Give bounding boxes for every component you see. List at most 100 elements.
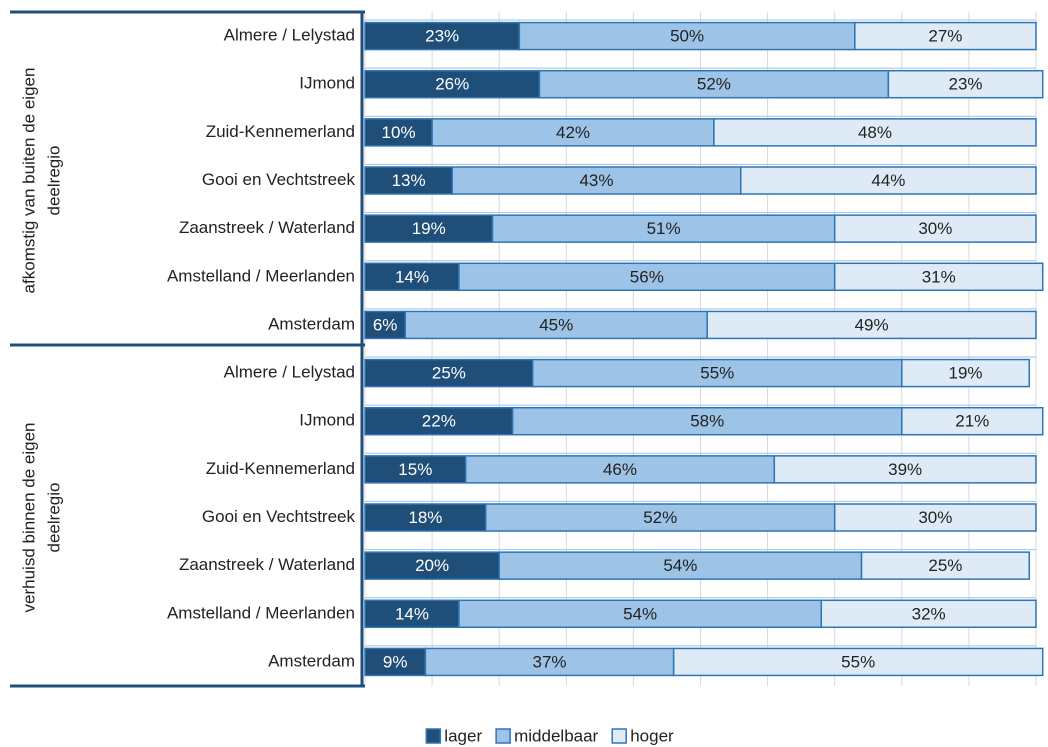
data-label: 39% (888, 460, 922, 479)
bar-segment (364, 551, 500, 580)
bar-segment (538, 69, 890, 99)
data-label: 10% (382, 123, 416, 142)
data-label: 46% (603, 460, 637, 479)
bar-segment (820, 599, 1037, 629)
legend-swatch (495, 728, 511, 744)
data-label: 43% (579, 171, 613, 190)
y-tick-label: Zuid-Kennemerland (206, 459, 355, 478)
data-label: 18% (408, 508, 442, 527)
data-label: 26% (435, 75, 469, 94)
bar-segment (511, 406, 903, 436)
data-label: 15% (398, 460, 432, 479)
data-label: 6% (373, 315, 398, 334)
bar-segment (860, 551, 1031, 580)
y-tick-label: Gooi en Vechtstreek (202, 507, 356, 526)
bar-segment (364, 358, 534, 388)
bar-segment (901, 406, 1044, 436)
data-label: 52% (697, 75, 731, 94)
legend-label: middelbaar (514, 726, 598, 745)
data-label: 25% (928, 556, 962, 575)
bar-segment (424, 647, 675, 677)
bar-segment (740, 166, 1037, 195)
data-label: 19% (412, 219, 446, 238)
data-label: 48% (858, 123, 892, 142)
data-label: 20% (415, 556, 449, 575)
bar-segment (773, 455, 1037, 484)
data-label: 23% (949, 75, 983, 94)
bar-segment (672, 647, 1044, 677)
bar-segment (364, 21, 521, 51)
data-label: 56% (630, 267, 664, 286)
bar-segment (854, 21, 1037, 51)
bar-segment (364, 647, 427, 677)
legend-label: lager (444, 726, 482, 745)
bar-segment (706, 310, 1037, 340)
data-label: 37% (533, 652, 567, 671)
bar-segment (464, 455, 776, 484)
group-label: verhuisd binnen de eigen (19, 423, 38, 613)
group-label: deelregio (44, 483, 63, 553)
data-label: 13% (392, 171, 426, 190)
data-label: 54% (623, 604, 657, 623)
group-label: afkomstig van buiten de eigen (19, 68, 38, 294)
bar-segment (713, 118, 1037, 147)
bar-segment (431, 118, 715, 147)
data-label: 49% (855, 315, 889, 334)
data-label: 25% (432, 364, 466, 383)
legend-label: hoger (630, 726, 674, 745)
data-label: 51% (647, 219, 681, 238)
bar-segment (833, 262, 1044, 292)
data-label: 30% (918, 219, 952, 238)
legend-swatch (425, 728, 442, 744)
bar-segment (364, 262, 460, 292)
data-label: 22% (422, 412, 456, 431)
bar-segment (404, 310, 708, 340)
y-tick-label: Almere / Lelystad (224, 363, 355, 382)
data-label: 30% (918, 508, 952, 527)
y-tick-label: Amsterdam (268, 314, 355, 333)
data-label: 50% (670, 27, 704, 46)
data-label: 58% (690, 412, 724, 431)
data-label: 21% (955, 412, 989, 431)
data-label: 27% (928, 27, 962, 46)
y-tick-label: Zaanstreek / Waterland (179, 218, 355, 237)
bar-segment (364, 406, 514, 436)
legend: lager middelbaar hoger (425, 726, 674, 745)
bar-segment (833, 214, 1037, 243)
bar-segment (364, 310, 407, 340)
data-label: 19% (949, 364, 983, 383)
bar-segment (364, 118, 433, 147)
data-label: 54% (663, 556, 697, 575)
group-label: deelregio (44, 146, 63, 216)
y-tick-label: IJmond (299, 74, 355, 93)
data-label: 14% (395, 604, 429, 623)
y-tick-label: Amstelland / Meerlanden (167, 603, 355, 622)
data-label: 14% (395, 267, 429, 286)
bar-segment (364, 214, 494, 243)
data-label: 52% (643, 508, 677, 527)
bar-segment (887, 69, 1044, 99)
bar-segment (532, 358, 903, 388)
data-label: 55% (841, 652, 875, 671)
bar-segment (451, 166, 742, 195)
data-label: 45% (539, 315, 573, 334)
y-tick-label: Zaanstreek / Waterland (179, 555, 355, 574)
y-tick-label: Zuid-Kennemerland (206, 122, 355, 141)
y-tick-label: IJmond (299, 411, 355, 430)
bar-segment (491, 214, 836, 243)
data-label: 42% (556, 123, 590, 142)
bar-segment (364, 69, 541, 99)
legend-swatch (611, 728, 627, 744)
bar-segment (458, 599, 823, 629)
data-label: 55% (700, 364, 734, 383)
y-tick-label: Almere / Lelystad (224, 26, 355, 45)
data-label: 9% (383, 652, 408, 671)
y-tick-label: Amsterdam (268, 651, 355, 670)
y-tick-label: Amstelland / Meerlanden (167, 266, 355, 285)
bar-segment (833, 503, 1037, 532)
bar-segment (498, 551, 863, 580)
bar-segment (901, 358, 1031, 388)
data-label: 31% (922, 267, 956, 286)
data-label: 23% (425, 27, 459, 46)
